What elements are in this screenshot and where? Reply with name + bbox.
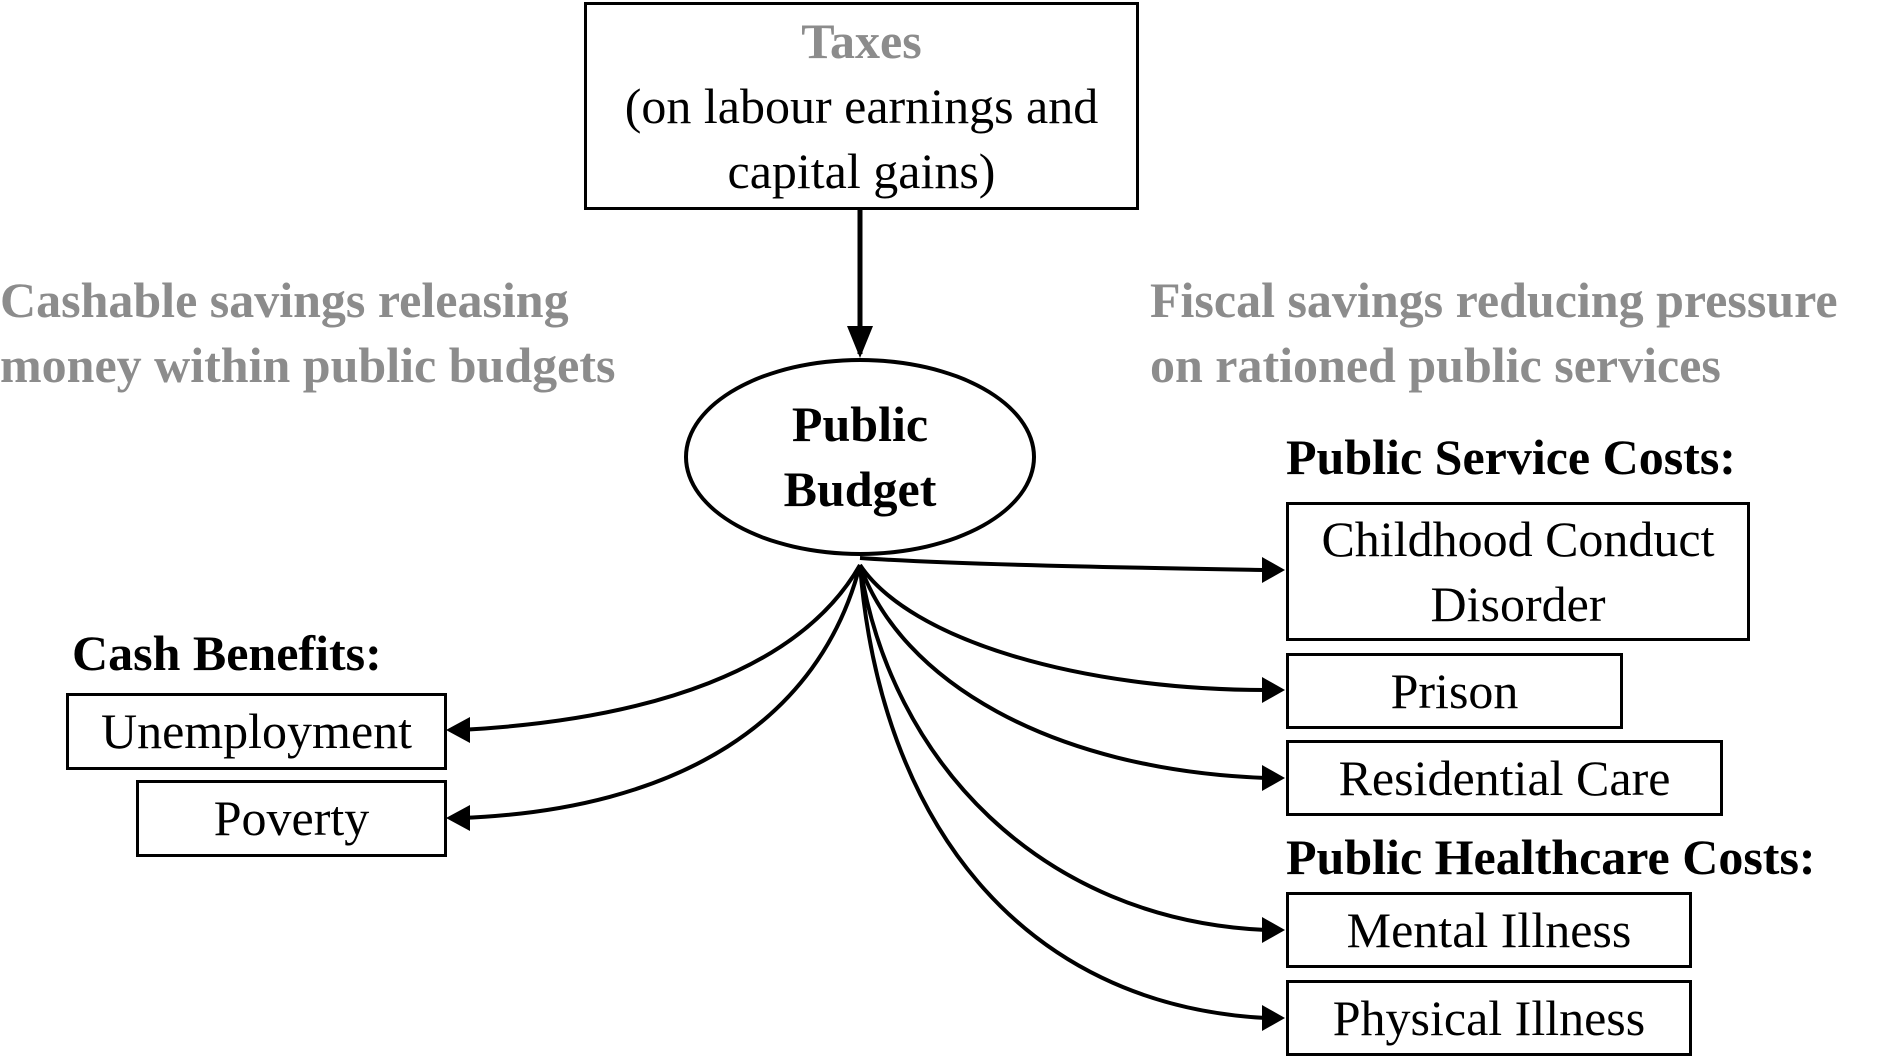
- prison-label: Prison: [1390, 662, 1519, 719]
- unemployment-box: Unemployment: [66, 693, 447, 770]
- arrow-to-childhood-conduct: [859, 556, 1267, 572]
- arrowhead-physical-illness: [1262, 1005, 1285, 1031]
- taxes-line2: (on labour earnings and: [624, 77, 1099, 134]
- public-budget-node: Public Budget: [684, 358, 1036, 556]
- childhood-conduct-box: Childhood Conduct Disorder: [1286, 502, 1750, 641]
- arrowhead-taxes-to-budget: [847, 326, 873, 358]
- public-healthcare-heading: Public Healthcare Costs:: [1286, 829, 1816, 885]
- budget-line1: Public: [791, 396, 929, 452]
- mental-illness-box: Mental Illness: [1286, 892, 1692, 968]
- cash-benefits-heading: Cash Benefits:: [72, 625, 382, 681]
- right-note-line2: on rationed public services: [1150, 337, 1721, 393]
- residential-care-box: Residential Care: [1286, 740, 1723, 816]
- childhood-line1: Childhood Conduct: [1321, 510, 1715, 567]
- arrow-to-poverty: [459, 564, 862, 820]
- childhood-line2: Disorder: [1430, 575, 1606, 632]
- right-note: Fiscal savings reducing pressure on rati…: [1150, 268, 1838, 398]
- taxes-box: Taxes (on labour earnings and capital ga…: [584, 2, 1139, 210]
- arrowhead-childhood-conduct: [1262, 557, 1285, 583]
- arrowhead-residential-care: [1262, 765, 1285, 791]
- right-note-line1: Fiscal savings reducing pressure: [1150, 272, 1838, 328]
- arrowhead-poverty: [446, 805, 470, 831]
- left-note: Cashable savings releasing money within …: [0, 268, 615, 398]
- arrowhead-prison: [1262, 677, 1285, 703]
- poverty-label: Poverty: [213, 790, 370, 846]
- mental-illness-label: Mental Illness: [1346, 901, 1632, 958]
- poverty-box: Poverty: [136, 780, 447, 857]
- left-note-line2: money within public budgets: [0, 337, 616, 393]
- arrow-to-mental-illness: [858, 564, 1267, 932]
- physical-illness-box: Physical Illness: [1286, 980, 1692, 1056]
- taxes-line3: capital gains): [727, 142, 996, 199]
- arrowhead-mental-illness: [1262, 917, 1285, 943]
- taxes-title: Taxes: [801, 12, 922, 69]
- arrow-to-unemployment: [459, 564, 862, 732]
- arrowhead-unemployment: [446, 717, 470, 743]
- left-note-line1: Cashable savings releasing: [0, 272, 569, 328]
- arrow-to-residential-care: [858, 564, 1267, 780]
- arrow-to-physical-illness: [858, 564, 1267, 1020]
- residential-care-label: Residential Care: [1338, 749, 1671, 806]
- prison-box: Prison: [1286, 653, 1623, 729]
- budget-line2: Budget: [783, 461, 937, 517]
- arrow-to-prison: [858, 563, 1267, 692]
- public-service-heading: Public Service Costs:: [1286, 429, 1736, 485]
- unemployment-label: Unemployment: [100, 703, 413, 759]
- physical-illness-label: Physical Illness: [1332, 989, 1646, 1046]
